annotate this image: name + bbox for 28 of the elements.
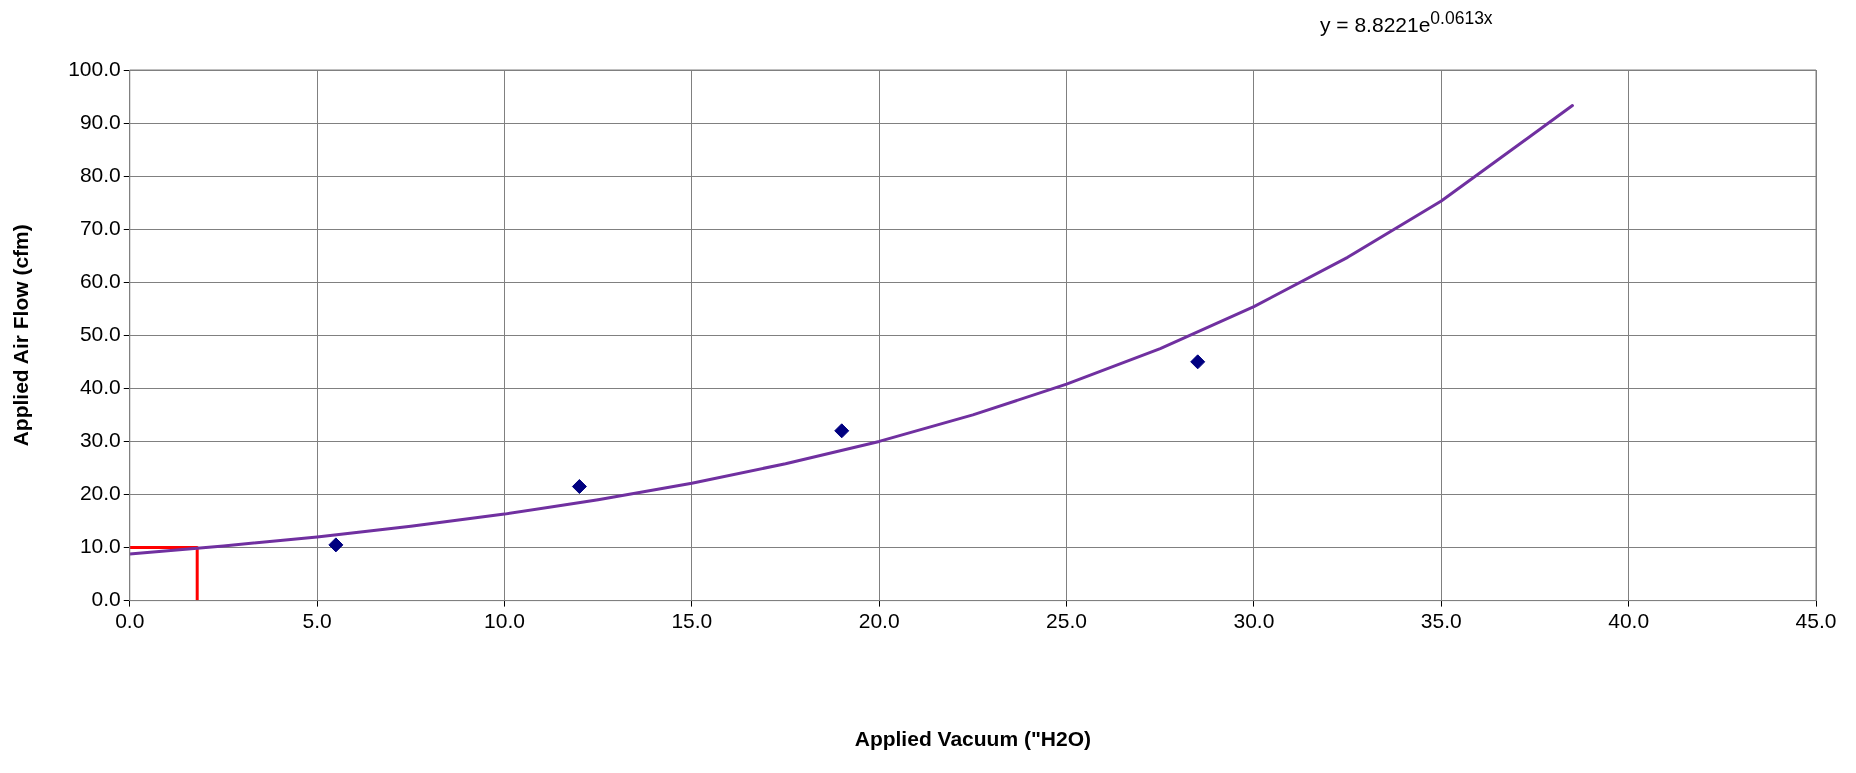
y-tick-label: 100.0: [68, 56, 121, 80]
y-tick-label: 20.0: [79, 481, 121, 505]
point: [834, 423, 850, 439]
x-tick-label: 25.0: [1046, 609, 1087, 632]
y-tick-label: 10.0: [79, 534, 121, 558]
x-tick-label: 40.0: [1608, 609, 1650, 632]
point: [571, 479, 587, 495]
x-tick-label: 0.0: [115, 609, 145, 632]
y-tick-label: 70.0: [79, 215, 121, 239]
y-tick-label: 50.0: [79, 322, 121, 346]
x-tick-label: 15.0: [671, 609, 713, 632]
y-tick-label: 40.0: [79, 375, 121, 399]
y-tick-label: 90.0: [79, 109, 121, 133]
x-tick-label: 10.0: [484, 609, 525, 632]
y-tick-label: 0.0: [91, 587, 121, 611]
x-tick-label: 20.0: [858, 609, 900, 632]
x-tick-label: 5.0: [302, 609, 332, 632]
y-tick-label: 60.0: [79, 269, 121, 293]
x-tick-label: 35.0: [1420, 609, 1462, 632]
text: y = 8.8221e$^{0.0613x}$: [1320, 8, 1493, 37]
y-tick-label: 80.0: [79, 162, 121, 186]
point: [328, 537, 344, 553]
y-axis-title: Applied Air Flow (cfm): [9, 224, 33, 447]
x-tick-label: 45.0: [1795, 609, 1837, 632]
y-tick-label: 30.0: [79, 428, 121, 452]
x-axis-title: Applied Vacuum ("H2O): [854, 727, 1092, 751]
point: [1190, 354, 1206, 370]
x-tick-label: 30.0: [1233, 609, 1275, 632]
